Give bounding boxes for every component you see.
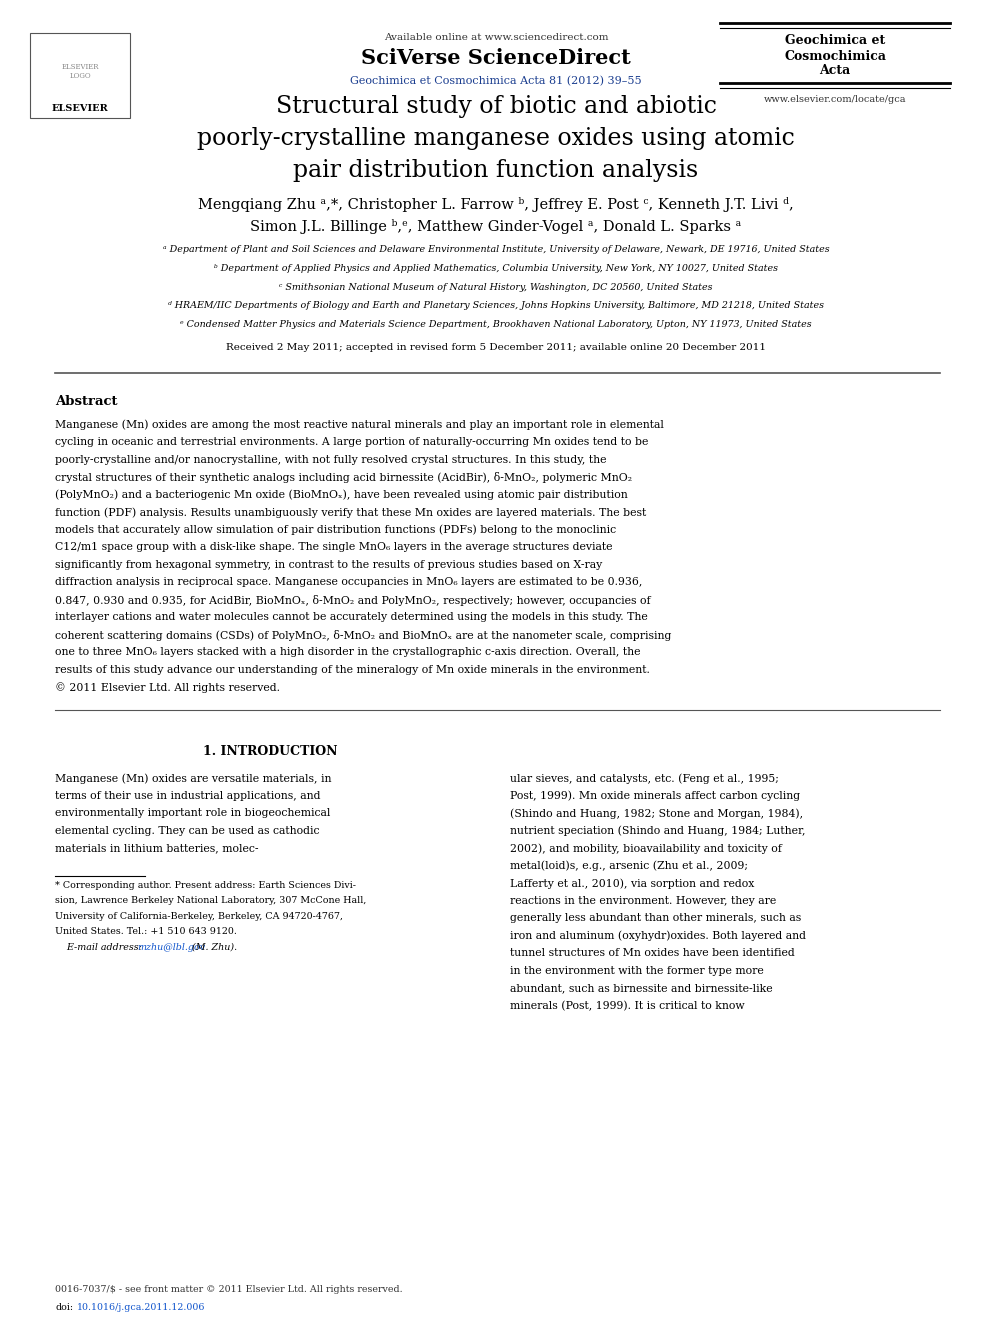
- Text: iron and aluminum (oxyhydr)oxides. Both layered and: iron and aluminum (oxyhydr)oxides. Both …: [510, 930, 806, 941]
- Text: United States. Tel.: +1 510 643 9120.: United States. Tel.: +1 510 643 9120.: [55, 927, 237, 935]
- Text: terms of their use in industrial applications, and: terms of their use in industrial applica…: [55, 791, 320, 800]
- Text: mzhu@lbl.gov: mzhu@lbl.gov: [137, 942, 205, 951]
- Text: minerals (Post, 1999). It is critical to know: minerals (Post, 1999). It is critical to…: [510, 1000, 745, 1011]
- Text: in the environment with the former type more: in the environment with the former type …: [510, 966, 764, 975]
- Text: ᵉ Condensed Matter Physics and Materials Science Department, Brookhaven National: ᵉ Condensed Matter Physics and Materials…: [181, 319, 811, 328]
- Text: ᵃ Department of Plant and Soil Sciences and Delaware Environmental Institute, Un: ᵃ Department of Plant and Soil Sciences …: [163, 246, 829, 254]
- Text: function (PDF) analysis. Results unambiguously verify that these Mn oxides are l: function (PDF) analysis. Results unambig…: [55, 507, 646, 517]
- Text: ᵈ HRAEM/IIC Departments of Biology and Earth and Planetary Sciences, Johns Hopki: ᵈ HRAEM/IIC Departments of Biology and E…: [168, 302, 824, 310]
- Text: ELSEVIER: ELSEVIER: [52, 105, 108, 112]
- Text: Abstract: Abstract: [55, 394, 117, 407]
- Bar: [30, 33, 130, 118]
- Text: Received 2 May 2011; accepted in revised form 5 December 2011; available online : Received 2 May 2011; accepted in revised…: [226, 343, 766, 352]
- Text: abundant, such as birnessite and birnessite-like: abundant, such as birnessite and birness…: [510, 983, 773, 994]
- Text: ELSEVIER
LOGO: ELSEVIER LOGO: [62, 62, 99, 79]
- Text: 0.847, 0.930 and 0.935, for AcidBir, BioMnOₓ, δ-MnO₂ and PolyMnO₂, respectively;: 0.847, 0.930 and 0.935, for AcidBir, Bio…: [55, 594, 651, 606]
- Text: crystal structures of their synthetic analogs including acid birnessite (AcidBir: crystal structures of their synthetic an…: [55, 472, 632, 483]
- Text: Structural study of biotic and abiotic
poorly-crystalline manganese oxides using: Structural study of biotic and abiotic p…: [197, 94, 795, 181]
- Text: materials in lithium batteries, molec-: materials in lithium batteries, molec-: [55, 843, 259, 853]
- Text: Simon J.L. Billinge ᵇ,ᵉ, Matthew Ginder-Vogel ᵃ, Donald L. Sparks ᵃ: Simon J.L. Billinge ᵇ,ᵉ, Matthew Ginder-…: [250, 218, 742, 233]
- Text: SciVerse ScienceDirect: SciVerse ScienceDirect: [361, 48, 631, 67]
- Text: © 2011 Elsevier Ltd. All rights reserved.: © 2011 Elsevier Ltd. All rights reserved…: [55, 681, 280, 693]
- Text: 10.1016/j.gca.2011.12.006: 10.1016/j.gca.2011.12.006: [77, 1303, 205, 1311]
- Text: environmentally important role in biogeochemical: environmentally important role in biogeo…: [55, 808, 330, 818]
- Text: (Shindo and Huang, 1982; Stone and Morgan, 1984),: (Shindo and Huang, 1982; Stone and Morga…: [510, 808, 804, 819]
- Text: Available online at www.sciencedirect.com: Available online at www.sciencedirect.co…: [384, 33, 608, 42]
- Text: nutrient speciation (Shindo and Huang, 1984; Luther,: nutrient speciation (Shindo and Huang, 1…: [510, 826, 806, 836]
- Text: reactions in the environment. However, they are: reactions in the environment. However, t…: [510, 896, 777, 905]
- Text: Manganese (Mn) oxides are among the most reactive natural minerals and play an i: Manganese (Mn) oxides are among the most…: [55, 419, 664, 430]
- Text: metal(loid)s, e.g., arsenic (Zhu et al., 2009;: metal(loid)s, e.g., arsenic (Zhu et al.,…: [510, 860, 748, 871]
- Text: (M. Zhu).: (M. Zhu).: [189, 942, 237, 951]
- Text: cycling in oceanic and terrestrial environments. A large portion of naturally-oc: cycling in oceanic and terrestrial envir…: [55, 437, 649, 447]
- Text: Post, 1999). Mn oxide minerals affect carbon cycling: Post, 1999). Mn oxide minerals affect ca…: [510, 791, 801, 800]
- Text: 0016-7037/$ - see front matter © 2011 Elsevier Ltd. All rights reserved.: 0016-7037/$ - see front matter © 2011 El…: [55, 1285, 403, 1294]
- Text: 2002), and mobility, bioavailability and toxicity of: 2002), and mobility, bioavailability and…: [510, 843, 782, 853]
- Text: generally less abundant than other minerals, such as: generally less abundant than other miner…: [510, 913, 802, 923]
- Text: poorly-crystalline and/or nanocrystalline, with not fully resolved crystal struc: poorly-crystalline and/or nanocrystallin…: [55, 455, 606, 464]
- Text: Geochimica et Cosmochimica Acta 81 (2012) 39–55: Geochimica et Cosmochimica Acta 81 (2012…: [350, 75, 642, 86]
- Text: (PolyMnO₂) and a bacteriogenic Mn oxide (BioMnOₓ), have been revealed using atom: (PolyMnO₂) and a bacteriogenic Mn oxide …: [55, 490, 628, 500]
- Text: one to three MnO₆ layers stacked with a high disorder in the crystallographic c-: one to three MnO₆ layers stacked with a …: [55, 647, 641, 658]
- Text: E-mail address:: E-mail address:: [55, 942, 145, 951]
- Text: Geochimica et: Geochimica et: [785, 34, 885, 48]
- Text: ular sieves, and catalysts, etc. (Feng et al., 1995;: ular sieves, and catalysts, etc. (Feng e…: [510, 773, 779, 783]
- Text: Acta: Acta: [819, 65, 850, 78]
- Text: results of this study advance our understanding of the mineralogy of Mn oxide mi: results of this study advance our unders…: [55, 664, 650, 675]
- Text: Mengqiang Zhu ᵃ,*, Christopher L. Farrow ᵇ, Jeffrey E. Post ᶜ, Kenneth J.T. Livi: Mengqiang Zhu ᵃ,*, Christopher L. Farrow…: [198, 197, 794, 213]
- Text: interlayer cations and water molecules cannot be accurately determined using the: interlayer cations and water molecules c…: [55, 613, 648, 622]
- Text: elemental cycling. They can be used as cathodic: elemental cycling. They can be used as c…: [55, 826, 319, 836]
- Text: University of California-Berkeley, Berkeley, CA 94720-4767,: University of California-Berkeley, Berke…: [55, 912, 343, 921]
- Text: tunnel structures of Mn oxides have been identified: tunnel structures of Mn oxides have been…: [510, 949, 795, 958]
- Text: ᵇ Department of Applied Physics and Applied Mathematics, Columbia University, Ne: ᵇ Department of Applied Physics and Appl…: [214, 265, 778, 273]
- Text: models that accurately allow simulation of pair distribution functions (PDFs) be: models that accurately allow simulation …: [55, 524, 616, 534]
- Text: www.elsevier.com/locate/gca: www.elsevier.com/locate/gca: [764, 94, 907, 103]
- Text: 1. INTRODUCTION: 1. INTRODUCTION: [202, 745, 337, 758]
- Text: Cosmochimica: Cosmochimica: [784, 49, 886, 62]
- Text: Manganese (Mn) oxides are versatile materials, in: Manganese (Mn) oxides are versatile mate…: [55, 773, 331, 783]
- Text: doi:: doi:: [55, 1303, 73, 1311]
- Text: sion, Lawrence Berkeley National Laboratory, 307 McCone Hall,: sion, Lawrence Berkeley National Laborat…: [55, 896, 366, 905]
- Text: diffraction analysis in reciprocal space. Manganese occupancies in MnO₆ layers a: diffraction analysis in reciprocal space…: [55, 577, 643, 587]
- Text: ᶜ Smithsonian National Museum of Natural History, Washington, DC 20560, United S: ᶜ Smithsonian National Museum of Natural…: [280, 283, 712, 291]
- Text: C12/m1 space group with a disk-like shape. The single MnO₆ layers in the average: C12/m1 space group with a disk-like shap…: [55, 542, 612, 552]
- Text: significantly from hexagonal symmetry, in contrast to the results of previous st: significantly from hexagonal symmetry, i…: [55, 560, 602, 569]
- Text: * Corresponding author. Present address: Earth Sciences Divi-: * Corresponding author. Present address:…: [55, 881, 356, 889]
- Text: coherent scattering domains (CSDs) of PolyMnO₂, δ-MnO₂ and BioMnOₓ are at the na: coherent scattering domains (CSDs) of Po…: [55, 630, 672, 640]
- Text: Lafferty et al., 2010), via sorption and redox: Lafferty et al., 2010), via sorption and…: [510, 878, 754, 889]
